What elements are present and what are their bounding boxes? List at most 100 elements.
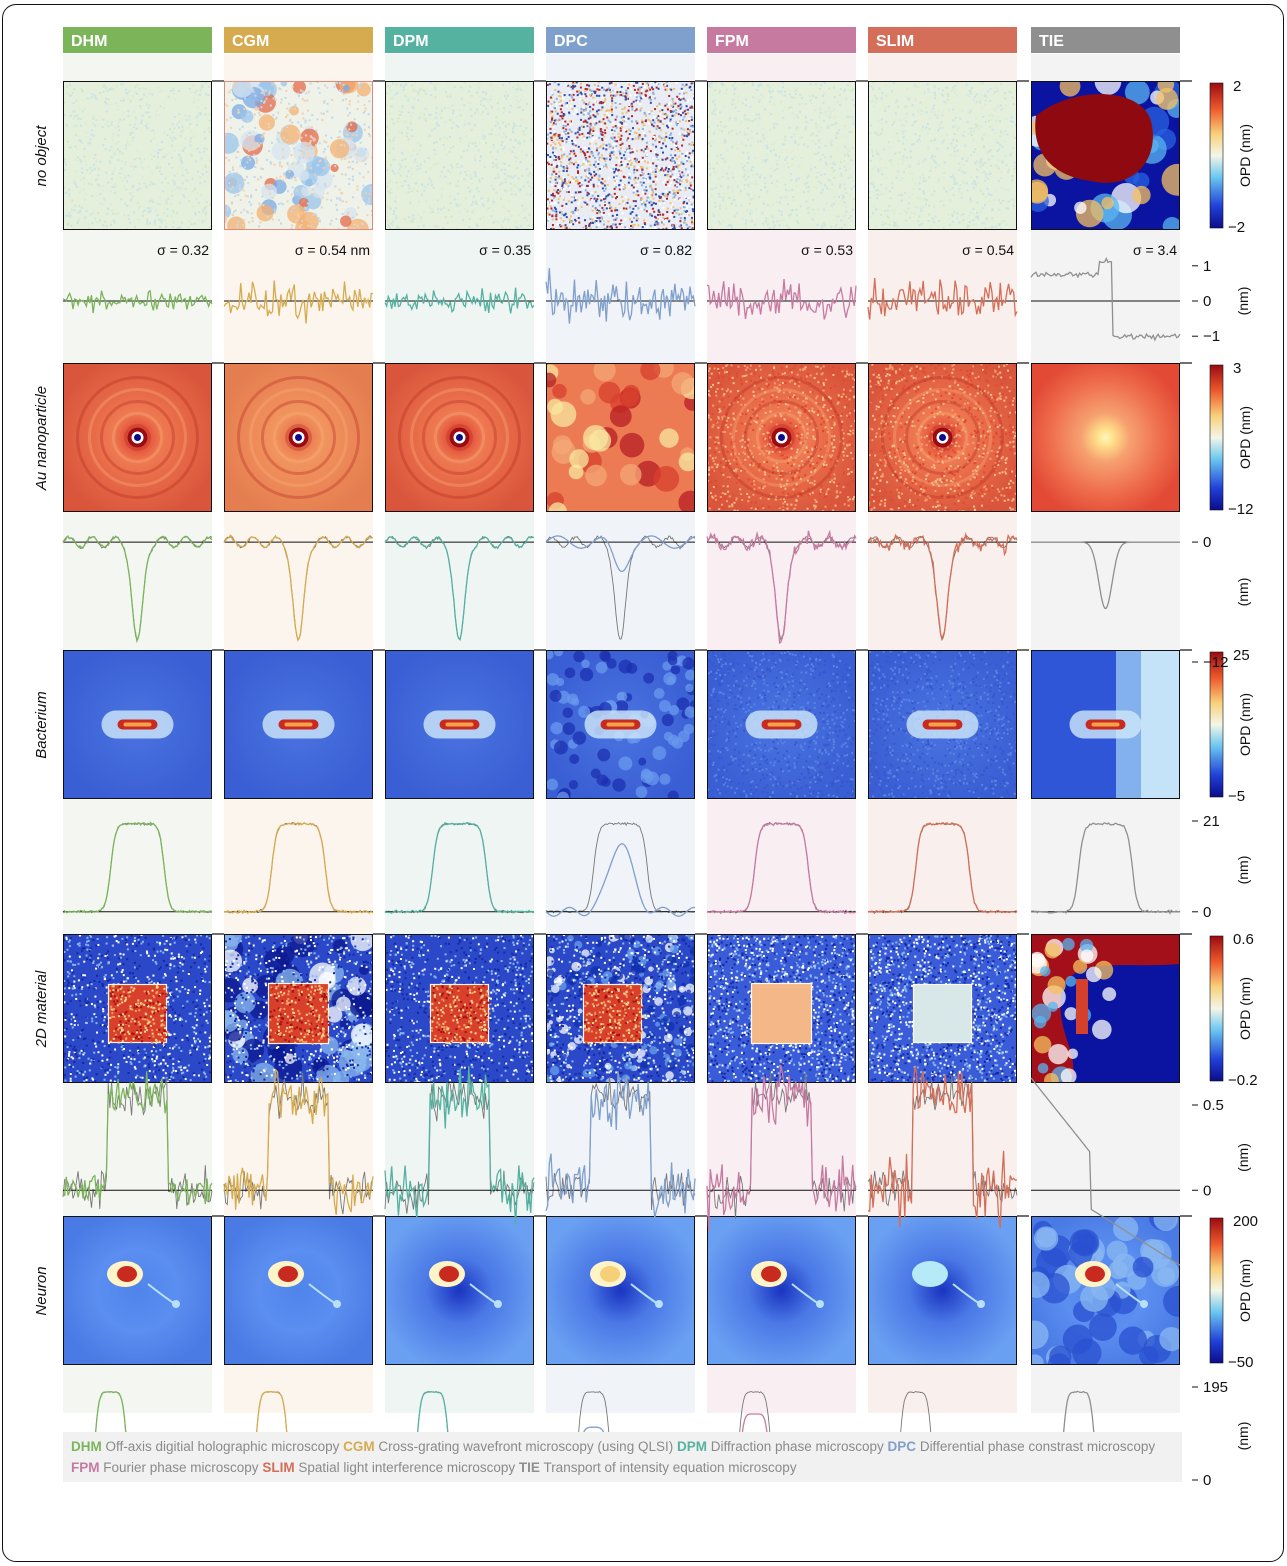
profile-line — [545, 1070, 696, 1219]
noise-sigma-label: σ = 0.54 — [962, 242, 1014, 258]
profile-line — [545, 843, 696, 917]
column-header-label: TIE — [1039, 33, 1064, 50]
colorbar-title: OPD (nm) — [1237, 977, 1253, 1040]
column-header-label: SLIM — [876, 33, 914, 50]
profile-axis-label: −12 — [1203, 654, 1228, 671]
noise-sigma-label: σ = 0.82 — [640, 242, 692, 258]
reference-profile-line — [545, 535, 696, 640]
image-panel — [1031, 650, 1180, 799]
image-panel — [707, 363, 856, 512]
profile-axis-unit: (nm) — [1235, 578, 1251, 607]
profile-line — [223, 821, 374, 915]
image-panel — [63, 363, 212, 512]
profile-line — [706, 821, 857, 914]
legend-desc: Spatial light interference microscopy — [294, 1460, 519, 1475]
profile-line — [223, 534, 374, 642]
profile-line — [223, 1068, 374, 1215]
legend-abbr: DPM — [676, 1439, 707, 1454]
image-panel — [546, 81, 695, 230]
profile-line — [867, 1066, 1018, 1229]
image-panel — [224, 363, 373, 512]
colorbar-title: OPD (nm) — [1237, 1259, 1253, 1322]
profile-axis-label: 0 — [1203, 1472, 1211, 1489]
colorbar-title: OPD (nm) — [1237, 124, 1253, 187]
image-panel — [707, 81, 856, 230]
column-header-bar — [224, 27, 373, 53]
profile-line — [384, 821, 535, 914]
column-header-label: CGM — [232, 33, 269, 50]
legend-desc: Diffraction phase microscopy — [706, 1439, 888, 1454]
colorbar-min-label: −12 — [1228, 501, 1253, 518]
column-header-bar — [546, 27, 695, 53]
row-label: 2D material — [33, 970, 50, 1048]
column-header-label: FPM — [715, 33, 749, 50]
profile-line — [62, 534, 213, 644]
column-header-bar — [385, 27, 534, 53]
legend-desc: Off-axis digitial holographic microscopy — [101, 1439, 344, 1454]
profile-line — [1031, 541, 1180, 609]
profile-line — [1030, 257, 1181, 342]
legend-abbr: DHM — [71, 1439, 102, 1454]
column-header-bar — [63, 27, 212, 53]
image-panel — [1031, 363, 1180, 512]
profile-axis-label: −1 — [1203, 328, 1220, 345]
image-panel — [546, 363, 695, 512]
profile-axis-unit: (nm) — [1235, 1422, 1251, 1451]
profile-line — [867, 821, 1018, 914]
legend-abbr: TIE — [518, 1460, 540, 1475]
image-panel — [707, 1216, 856, 1365]
image-panel — [868, 81, 1017, 230]
legend-abbr: SLIM — [262, 1460, 295, 1475]
noise-sigma-label: σ = 0.54 nm — [295, 242, 370, 258]
legend-desc: Fourier phase microscopy — [99, 1460, 263, 1475]
colorbar — [1209, 935, 1224, 1082]
profile-axis-label: 1 — [1203, 258, 1211, 275]
colorbar-min-label: −2 — [1228, 219, 1245, 236]
legend-abbr: DPC — [887, 1439, 917, 1454]
image-panel — [868, 1216, 1017, 1365]
profile-line — [706, 529, 857, 645]
profile-line — [867, 278, 1018, 320]
noise-sigma-label: σ = 0.32 — [157, 242, 209, 258]
noise-sigma-label: σ = 0.53 — [801, 242, 853, 258]
profile-line — [384, 287, 535, 314]
profile-axis-unit: (nm) — [1235, 1143, 1251, 1172]
profile-line — [867, 532, 1018, 641]
profile-line — [62, 1071, 213, 1205]
image-panel — [546, 934, 695, 1083]
image-panel — [707, 934, 856, 1083]
image-panel — [868, 363, 1017, 512]
profile-line — [1030, 822, 1181, 915]
image-panel — [224, 1216, 373, 1365]
legend-desc: Cross-grating wavefront microscopy (usin… — [374, 1439, 677, 1454]
colorbar-max-label: 3 — [1233, 360, 1241, 377]
colorbar — [1209, 82, 1224, 229]
image-panel — [546, 1216, 695, 1365]
reference-profile-line — [867, 535, 1018, 642]
profile-axis-label: 0 — [1203, 534, 1211, 551]
column-header-label: DHM — [71, 33, 107, 50]
legend-abbr: CGM — [343, 1439, 375, 1454]
colorbar — [1209, 651, 1224, 798]
row-label: Neuron — [33, 1266, 50, 1315]
reference-profile-line — [867, 1075, 1018, 1207]
image-panel — [224, 81, 373, 230]
profile-axis-label: 21 — [1203, 813, 1220, 830]
column-header-label: DPC — [554, 33, 588, 50]
image-panel — [707, 650, 856, 799]
profile-line — [384, 1066, 535, 1225]
legend-desc: Transport of intensity equation microsco… — [539, 1460, 797, 1475]
colorbar-min-label: −50 — [1228, 1354, 1253, 1371]
image-panel — [385, 1216, 534, 1365]
image-panel — [385, 650, 534, 799]
column-header-label: DPM — [393, 33, 429, 50]
colorbar-min-label: −0.2 — [1228, 1072, 1258, 1089]
colorbar-max-label: 25 — [1233, 647, 1250, 664]
profile-line — [384, 535, 535, 641]
image-panel — [385, 81, 534, 230]
image-panel — [63, 934, 212, 1083]
method-legend: DHM Off-axis digitial holographic micros… — [63, 1432, 1182, 1482]
colorbar-min-label: −5 — [1228, 788, 1245, 805]
image-panel — [385, 934, 534, 1083]
